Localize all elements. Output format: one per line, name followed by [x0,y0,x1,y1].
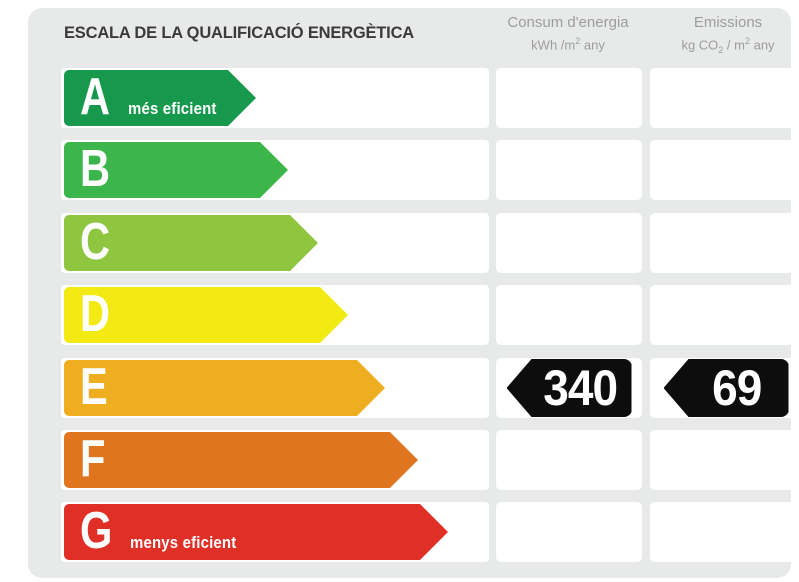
consumption-value-badge: 340 [506,359,632,417]
row-track-b: B [61,140,489,200]
emissions-cell-f [650,430,799,490]
arrow-tip-icon [320,287,348,343]
emissions-value-badge: 69 [663,359,789,417]
rating-letter-f: F [80,430,106,488]
rating-letter-c: C [80,213,111,271]
consumption-cell-c [496,213,642,273]
emissions-cell-b [650,140,799,200]
rating-arrow-c: C [64,215,318,271]
consumption-cell-d [496,285,642,345]
arrow-tip-icon [357,360,385,416]
rating-letter-g: G [80,502,113,560]
row-track-f: F [61,430,489,490]
arrow-body: D [64,287,320,343]
rating-letter-d: D [80,285,111,343]
row-track-e: E [61,358,489,418]
rating-letter-a: A [80,68,111,126]
rating-letter-e: E [80,358,108,416]
emissions-cell-g [650,502,799,562]
arrow-tip-icon [260,142,288,198]
rating-arrow-f: F [64,432,418,488]
rating-label-g: menys eficient [130,533,237,552]
consumption-value: 340 [542,360,618,416]
arrow-tip-icon [228,70,256,126]
consumption-header-unit: kWh /m2 any [531,36,605,53]
scale-row-e: E 340 69 [28,358,799,418]
scale-row-d: D [28,285,799,345]
scale-title: ESCALA DE LA QUALIFICACIÓ ENERGÈTICA [64,24,414,42]
emissions-cell-e: 69 [650,358,799,418]
rating-letter-b: B [80,140,111,198]
emissions-cell-d [650,285,799,345]
consumption-cell-g [496,502,642,562]
arrow-body: B [64,142,260,198]
rating-arrow-e: E [64,360,385,416]
emissions-header-title: Emissions [693,14,763,31]
certificate-panel: ESCALA DE LA QUALIFICACIÓ ENERGÈTICA Con… [28,8,799,578]
rating-arrow-d: D [64,287,348,343]
row-track-d: D [61,285,489,345]
arrow-tip-icon [420,504,448,560]
arrow-tip-icon [390,432,418,488]
scale-row-f: F [28,430,799,490]
emissions-cell-a [650,68,799,128]
rating-arrow-b: B [64,142,288,198]
emissions-header-unit: kg CO2 / m2 any [681,36,775,55]
consumption-cell-e: 340 [496,358,642,418]
row-track-c: C [61,213,489,273]
consumption-cell-a [496,68,642,128]
consumption-cell-b [496,140,642,200]
emissions-value: 69 [712,360,762,416]
emissions-column-header: Emissions kg CO2 / m2 any [628,14,799,58]
arrow-body: F [64,432,390,488]
consumption-cell-f [496,430,642,490]
arrow-tip-icon [290,215,318,271]
arrow-body: E [64,360,357,416]
rating-label-a: més eficient [127,99,217,118]
emissions-cell-c [650,213,799,273]
scale-row-b: B [28,140,799,200]
consumption-header-title: Consum d'energia [507,14,629,31]
scale-row-c: C [28,213,799,273]
consumption-column-header: Consum d'energia kWh /m2 any [468,14,668,53]
arrow-body: C [64,215,290,271]
